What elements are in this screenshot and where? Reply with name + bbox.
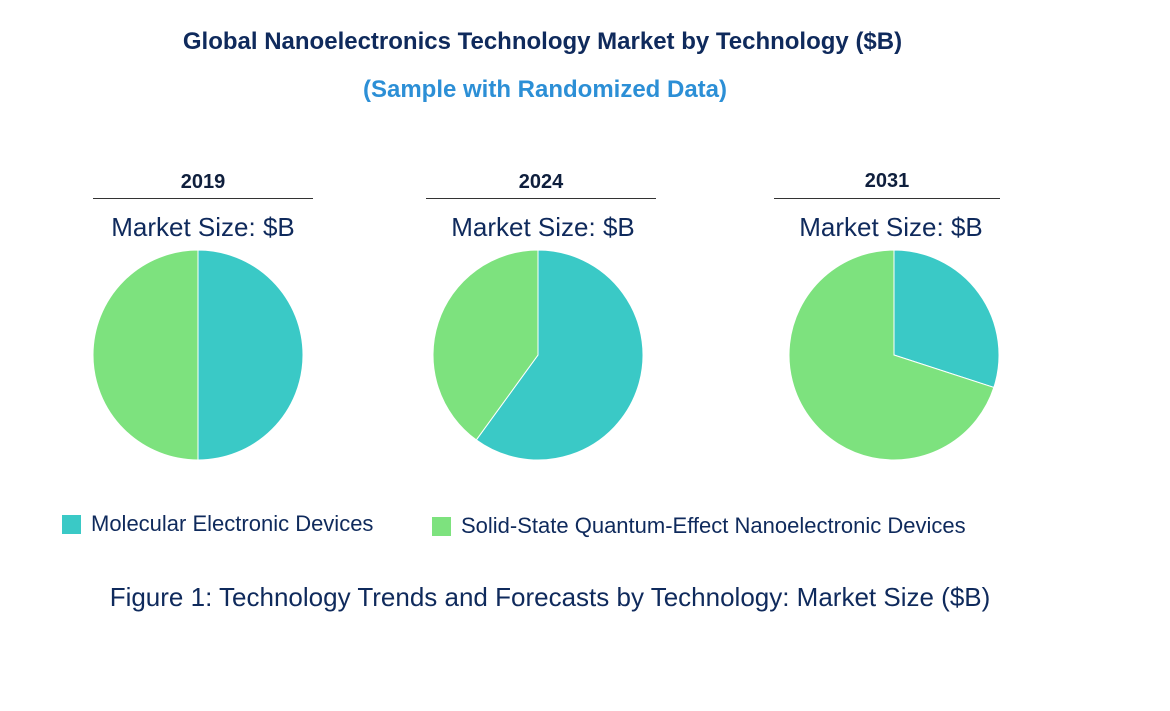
pie-slice-2024-molecular [475,249,644,461]
pie-2031 [788,249,1000,461]
legend-label-solid-state: Solid-State Quantum-Effect Nanoelectroni… [461,513,966,538]
pie-2019 [92,249,304,461]
pie-slice-2019-molecular [197,249,304,461]
chart-subtitle: (Sample with Randomized Data) [362,76,728,103]
pie-year-2031: 2031 [864,170,910,192]
market-size-label-2031: Market Size: $B [799,212,983,242]
legend-item-molecular: Molecular Electronic Devices [62,511,373,537]
legend-swatch-solid-state [432,516,451,536]
pie-2024 [432,249,644,461]
market-size-label-2019: Market Size: $B [111,212,295,242]
pie-slice-2031-solid-state [788,249,995,461]
legend-item-solid-state: Solid-State Quantum-Effect Nanoelectroni… [432,513,966,539]
pie-slice-2024-solid-state [432,249,539,441]
year-rule-2031 [774,198,1000,199]
market-size-label-2024: Market Size: $B [451,212,635,242]
chart-title: Global Nanoelectronics Technology Market… [182,28,903,55]
pie-year-2019: 2019 [180,171,226,193]
year-rule-2019 [93,198,313,199]
legend-swatch-molecular [62,514,81,534]
figure-caption: Figure 1: Technology Trends and Forecast… [109,582,991,612]
year-rule-2024 [426,198,656,199]
pie-slice-2031-molecular [893,249,1000,389]
legend-label-molecular: Molecular Electronic Devices [91,511,374,536]
pie-slice-2019-solid-state [92,249,199,461]
pie-year-2024: 2024 [518,171,564,193]
